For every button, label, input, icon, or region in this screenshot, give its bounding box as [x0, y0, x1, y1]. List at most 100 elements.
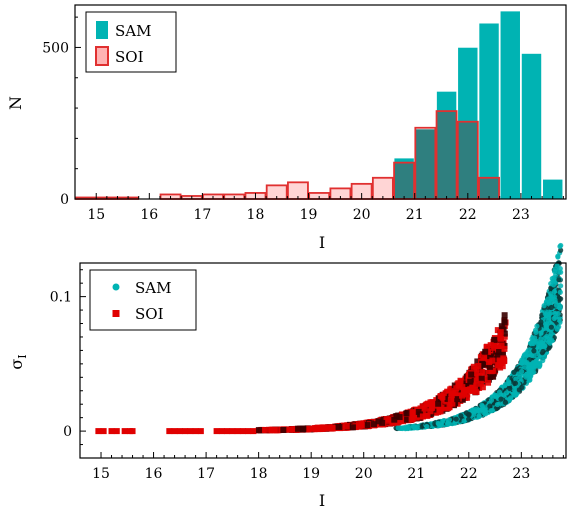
scatter-point-sam: [531, 353, 537, 359]
scatter-point-soi: [479, 384, 486, 391]
histogram-bar-overlap: [436, 111, 457, 199]
scatter-point-soi: [464, 391, 471, 398]
histogram-xtick-label: 18: [247, 207, 265, 223]
legend-soi-label: SOI: [135, 305, 164, 323]
scatter-point-soi: [499, 351, 506, 358]
scatter-ticks: 15 16 17 18 19 20 21 22 23 0 0.1: [50, 269, 564, 482]
scatter-point-soi: [229, 428, 236, 435]
histogram-bar-overlap: [479, 177, 500, 199]
scatter-point-sam: [558, 296, 564, 302]
scatter-point-sam: [528, 369, 534, 376]
scatter-point-soi: [487, 374, 494, 381]
scatter-xtick-label: 18: [250, 466, 268, 482]
legend-sam-label: SAM: [115, 22, 151, 40]
legend-sam-marker: [112, 283, 120, 291]
scatter-point-sam: [552, 314, 559, 320]
scatter-point-soi: [176, 428, 183, 435]
scatter-point-sam: [496, 389, 503, 395]
histogram-xtick-label: 22: [459, 207, 477, 223]
scatter-point-soi: [491, 336, 498, 343]
scatter-point-soi: [463, 380, 470, 387]
scatter-point-soi: [444, 395, 451, 402]
scatter-point-soi: [239, 428, 246, 435]
scatter-point-soi: [468, 371, 475, 378]
scatter-point-soi: [435, 400, 442, 407]
legend-soi-swatch: [95, 46, 109, 66]
svg-text:σI: σI: [7, 354, 29, 369]
histogram-xtick-label: 17: [193, 207, 211, 223]
scatter-point-soi: [364, 422, 371, 429]
scatter-point-sam: [400, 425, 407, 431]
scatter-point-sam: [548, 324, 554, 330]
scatter-point-soi: [475, 362, 482, 369]
histogram-panel: 15 16 17 18 19 20 21 22 23 0 500 I N SAM SOI: [6, 4, 567, 252]
scatter-point-soi: [408, 416, 415, 423]
scatter-point-soi: [385, 417, 392, 424]
scatter-point-soi: [259, 426, 266, 433]
scatter-point-sam: [551, 275, 557, 281]
scatter-point-soi: [234, 428, 241, 435]
scatter-xtick-label: 21: [407, 466, 425, 482]
scatter-point-soi: [501, 333, 508, 340]
scatter-xtick-label: 16: [145, 466, 163, 482]
scatter-point-soi: [396, 414, 403, 421]
scatter-point-soi: [424, 412, 431, 419]
scatter-point-sam: [548, 291, 554, 297]
scatter-point-sam: [538, 319, 544, 325]
scatter-point-soi: [448, 392, 455, 399]
histogram-frame: [74, 4, 567, 200]
histogram-bar-soi-fill: [351, 183, 372, 199]
histogram-bar-soi-fill: [287, 182, 308, 199]
scatter-point-soi: [447, 396, 454, 403]
scatter-point-soi: [256, 427, 263, 434]
histogram-bar-overlap: [394, 162, 415, 199]
scatter-point-sam: [556, 277, 562, 283]
scatter-point-sam: [461, 418, 467, 424]
scatter-point-soi: [471, 386, 478, 393]
scatter-point-soi: [501, 330, 508, 337]
scatter-point-sam: [458, 413, 464, 419]
legend-soi-marker: [112, 310, 120, 317]
scatter-xtick-label: 23: [512, 466, 530, 482]
scatter-point-sam: [533, 338, 539, 344]
scatter-point-sam: [498, 396, 504, 402]
scatter-point-soi: [192, 428, 199, 435]
histogram-ticks: 15 16 17 18 19 20 21 22 23 0 500: [42, 16, 564, 223]
scatter-point-soi: [280, 426, 287, 433]
scatter-point-sam: [538, 330, 544, 336]
scatter-point-sam: [479, 403, 486, 409]
histogram-bars: [74, 10, 564, 200]
scatter-xtick-label: 22: [460, 466, 478, 482]
scatter-point-sam: [539, 340, 545, 346]
scatter-point-soi: [498, 360, 505, 367]
scatter-point-soi: [459, 396, 466, 403]
histogram-ytick-label: 0: [60, 192, 69, 208]
scatter-point-sam: [537, 361, 543, 367]
scatter-point-soi: [457, 377, 464, 384]
scatter-point-sam: [555, 253, 561, 259]
scatter-point-sam: [453, 416, 459, 422]
histogram-xtick-label: 23: [512, 207, 530, 223]
scatter-point-soi: [113, 428, 120, 435]
scatter-point-soi: [428, 404, 435, 411]
scatter-point-soi: [479, 369, 486, 376]
histogram-bar-overlap: [457, 121, 478, 199]
scatter-point-sam: [506, 396, 512, 402]
scatter-point-soi: [421, 405, 428, 412]
histogram-ylabel: N: [6, 96, 25, 110]
scatter-xtick-label: 15: [92, 466, 110, 482]
scatter-xtick-label: 20: [355, 466, 373, 482]
scatter-point-soi: [501, 319, 508, 326]
scatter-point-soi: [213, 428, 220, 435]
scatter-point-soi: [250, 428, 257, 435]
histogram-bar-soi-fill: [309, 192, 330, 199]
scatter-point-sam: [534, 323, 540, 329]
scatter-point-soi: [437, 408, 444, 415]
scatter-xtick-label: 17: [197, 466, 215, 482]
scatter-point-soi: [490, 344, 497, 351]
scatter-point-soi: [316, 425, 323, 432]
histogram-xtick-label: 15: [87, 207, 105, 223]
scatter-point-soi: [481, 361, 488, 368]
scatter-point-soi: [343, 423, 350, 430]
scatter-point-sam: [554, 326, 560, 332]
